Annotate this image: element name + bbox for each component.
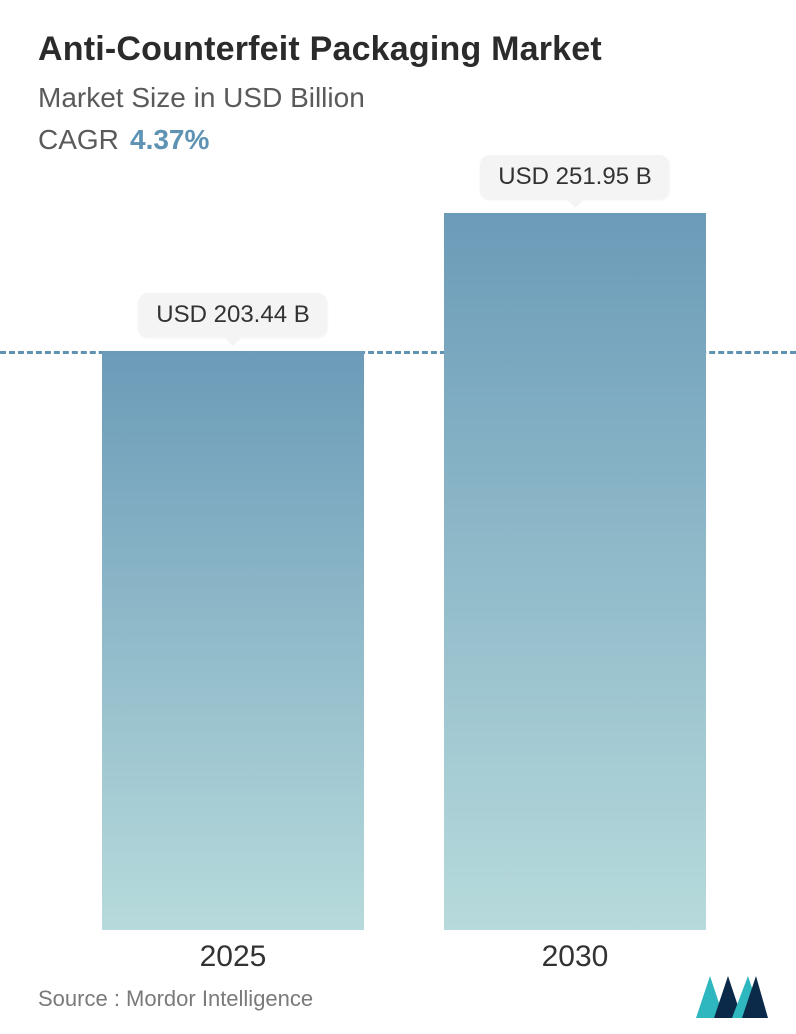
chart-subtitle: Market Size in USD Billion	[38, 82, 365, 114]
bar-2030-fill	[444, 213, 706, 930]
chart-title: Anti-Counterfeit Packaging Market	[38, 30, 602, 69]
brand-logo	[696, 972, 768, 1020]
source-attribution: Source : Mordor Intelligence	[38, 986, 313, 1012]
x-label-2030: 2030	[542, 940, 609, 974]
value-tag-2030: USD 251.95 B	[480, 155, 669, 199]
bar-2025-fill	[102, 351, 364, 930]
chart-container: Anti-Counterfeit Packaging Market Market…	[0, 0, 796, 1034]
bar-2030	[444, 213, 706, 930]
value-tag-2025: USD 203.44 B	[138, 293, 327, 337]
cagr-value: 4.37%	[130, 124, 209, 156]
cagr-label: CAGR	[38, 124, 119, 156]
x-label-2025: 2025	[200, 940, 267, 974]
bar-2025	[102, 351, 364, 930]
chart-plot-area: USD 203.44 B USD 251.95 B	[0, 190, 796, 930]
